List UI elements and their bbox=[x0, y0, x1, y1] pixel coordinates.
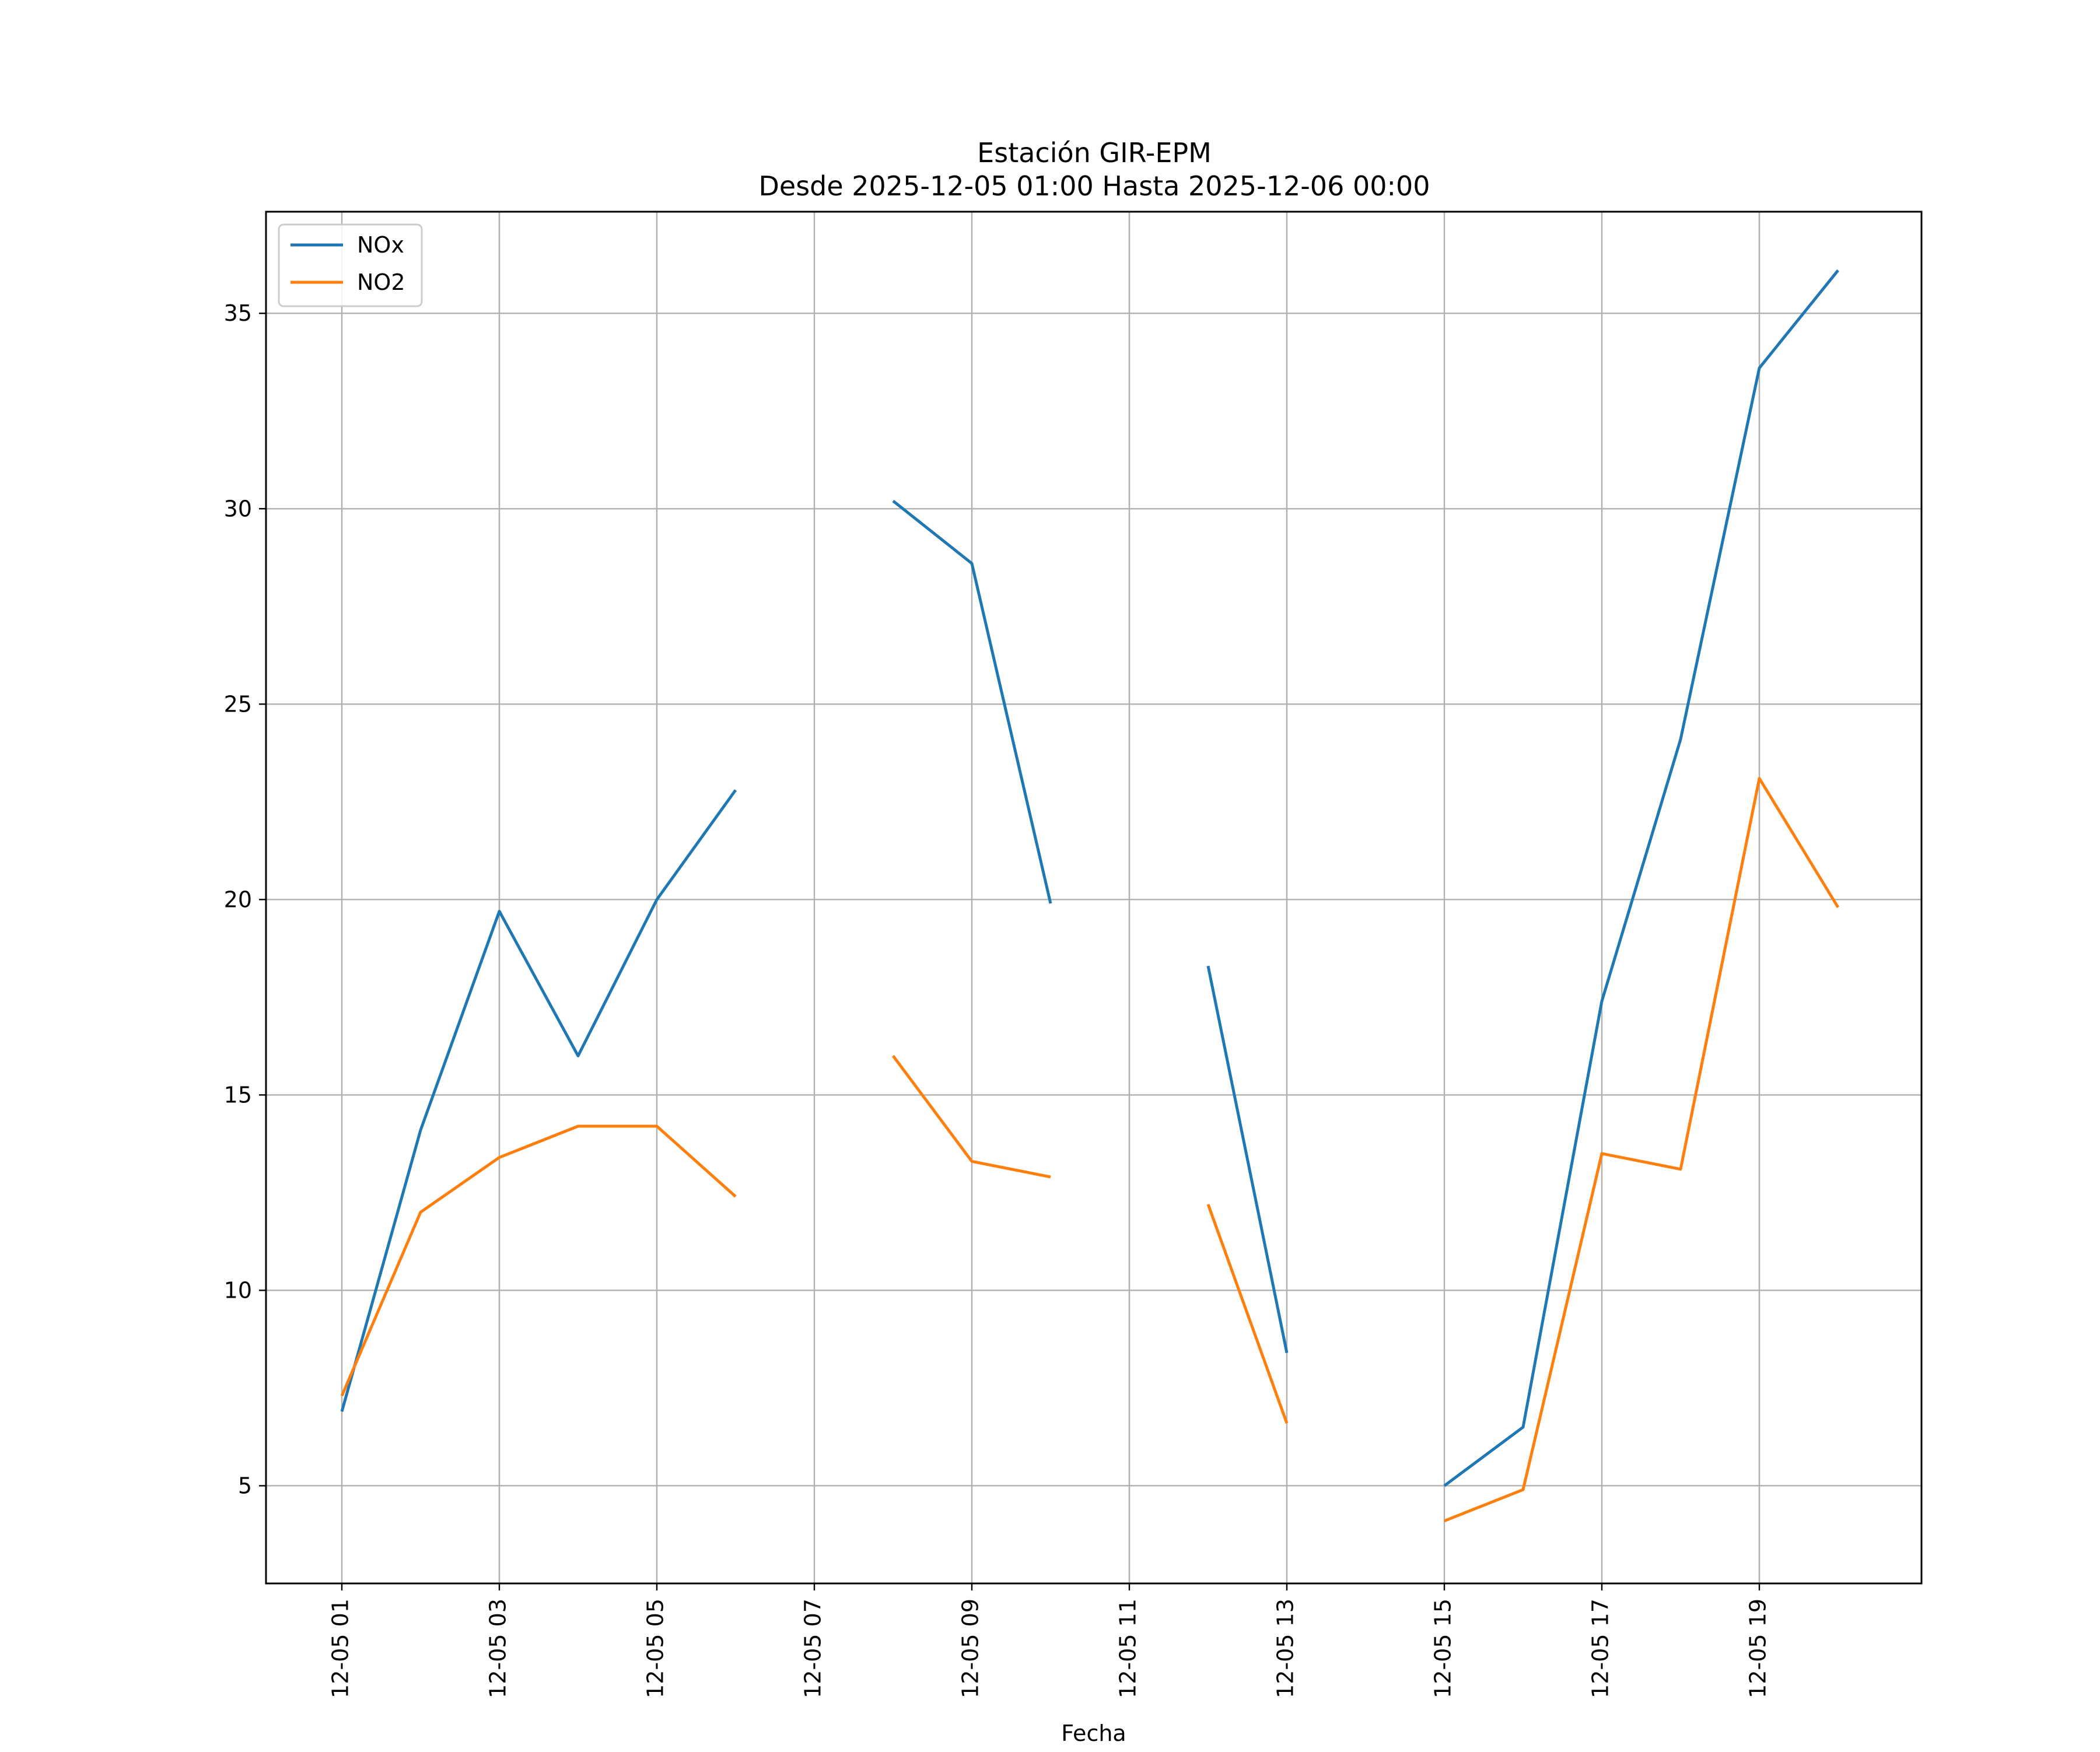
x-tick-label: 12-05 07 bbox=[800, 1599, 826, 1698]
x-tick-label: 12-05 09 bbox=[958, 1599, 984, 1698]
series-line-no2 bbox=[340, 1124, 737, 1397]
series-line-nox bbox=[1206, 965, 1289, 1354]
x-axis-label: Fecha bbox=[1061, 1721, 1126, 1746]
plot-area-frame bbox=[265, 211, 1923, 1585]
x-tick-label: 12-05 15 bbox=[1430, 1599, 1456, 1698]
legend-label-nox: NOx bbox=[357, 232, 404, 258]
x-tick-label: 12-05 19 bbox=[1745, 1599, 1771, 1698]
y-tick-label: 10 bbox=[224, 1277, 252, 1303]
series-line-no2 bbox=[1444, 777, 1840, 1523]
y-tick-label: 15 bbox=[224, 1082, 252, 1108]
series-line-no2 bbox=[1206, 1204, 1289, 1424]
x-tick-label: 12-05 17 bbox=[1588, 1599, 1614, 1698]
series-line-nox bbox=[1443, 269, 1839, 1487]
x-tick-label: 12-05 03 bbox=[485, 1599, 511, 1698]
chart-subtitle: Desde 2025-12-05 01:00 Hasta 2025-12-06 … bbox=[758, 170, 1430, 202]
series-line-nox bbox=[892, 499, 1052, 904]
y-tick-label: 35 bbox=[224, 300, 252, 326]
series-lines bbox=[340, 269, 1840, 1523]
x-tick-label: 12-05 13 bbox=[1273, 1599, 1298, 1698]
y-tick-label: 30 bbox=[224, 496, 252, 521]
series-line-no2 bbox=[891, 1054, 1051, 1179]
x-axis-ticks: 12-05 01 12-05 03 12-05 05 12-05 07 12-05 09… bbox=[328, 1583, 1771, 1698]
x-tick-label: 12-05 05 bbox=[643, 1599, 668, 1698]
x-tick-label: 12-05 01 bbox=[328, 1599, 354, 1698]
series-line-nox bbox=[340, 789, 737, 1412]
y-tick-label: 5 bbox=[238, 1473, 252, 1498]
y-tick-label: 25 bbox=[224, 691, 252, 717]
x-tick-label: 12-05 11 bbox=[1115, 1599, 1141, 1698]
legend-label-no2: NO2 bbox=[357, 269, 405, 295]
legend: NOx NO2 bbox=[278, 223, 423, 307]
y-tick-label: 20 bbox=[224, 886, 252, 912]
chart-title: Estación GIR-EPM bbox=[977, 137, 1212, 169]
y-axis-ticks: 5 10 15 20 25 30 35 bbox=[224, 300, 266, 1498]
